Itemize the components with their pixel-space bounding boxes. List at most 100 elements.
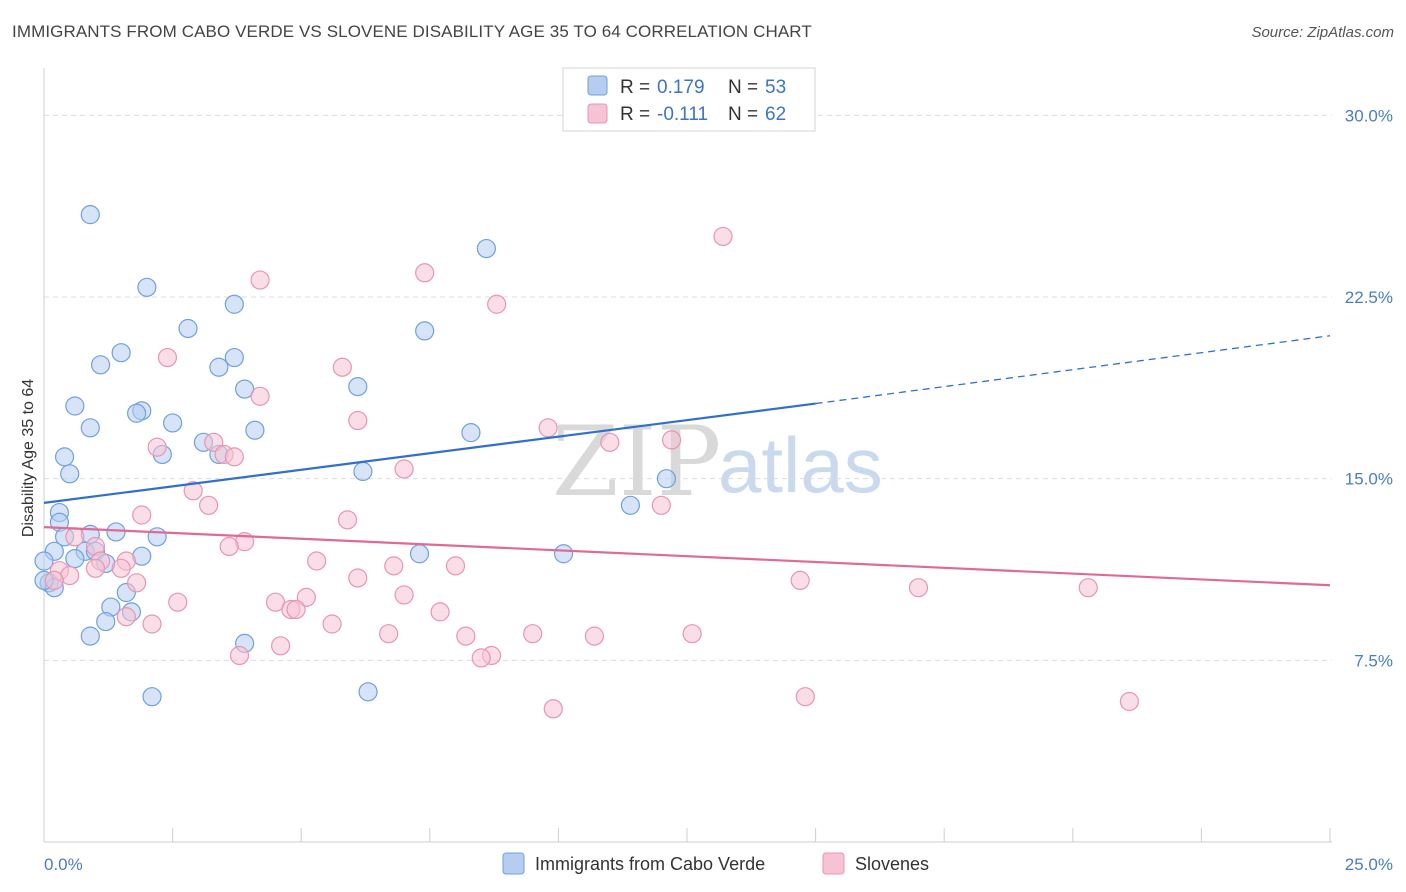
point-s1-55 bbox=[271, 636, 291, 656]
point-s0-5 bbox=[178, 318, 198, 339]
y-tick-label-0: 7.5% bbox=[1354, 651, 1393, 670]
point-s1-28 bbox=[384, 556, 404, 576]
point-s0-1 bbox=[137, 277, 157, 297]
point-s1-32 bbox=[111, 558, 131, 578]
y-tick-label-3: 30.0% bbox=[1345, 106, 1393, 125]
point-s0-14 bbox=[348, 377, 368, 397]
point-s0-36 bbox=[65, 548, 85, 569]
point-s1-1 bbox=[415, 263, 435, 283]
point-s0-29 bbox=[106, 522, 126, 542]
point-s0-38 bbox=[409, 544, 430, 564]
chart-source: Source: ZipAtlas.com bbox=[1251, 24, 1394, 41]
point-s0-51 bbox=[358, 682, 378, 702]
point-s0-17 bbox=[245, 420, 265, 440]
point-s0-26 bbox=[620, 495, 641, 515]
point-s1-60 bbox=[543, 699, 563, 719]
legend-n-label-1: N = bbox=[728, 104, 758, 125]
point-s1-39 bbox=[1078, 578, 1098, 598]
bottom-legend-swatch-slovenes bbox=[822, 852, 845, 875]
point-s1-31 bbox=[85, 558, 106, 578]
point-s0-50 bbox=[142, 687, 162, 707]
trend-line-slovenes bbox=[43, 526, 1331, 587]
axes bbox=[43, 68, 1332, 843]
point-s1-35 bbox=[126, 573, 147, 593]
legend-n-value-0: 53 bbox=[765, 77, 786, 98]
point-s0-8 bbox=[209, 357, 229, 377]
x-tick-label-0: 0.0% bbox=[44, 855, 83, 874]
point-s1-10 bbox=[661, 430, 682, 450]
chart-title: IMMIGRANTS FROM CABO VERDE VS SLOVENE DI… bbox=[12, 22, 812, 41]
point-s1-49 bbox=[322, 614, 342, 634]
bottom-legend-label-slovenes: Slovenes bbox=[855, 854, 929, 874]
point-s0-18 bbox=[461, 423, 481, 443]
point-s1-45 bbox=[286, 599, 306, 620]
point-s1-25 bbox=[307, 551, 327, 571]
point-s1-16 bbox=[183, 481, 203, 501]
point-s0-25 bbox=[656, 469, 677, 489]
point-s1-2 bbox=[250, 270, 270, 290]
point-s0-47 bbox=[96, 611, 116, 632]
point-s0-0 bbox=[80, 205, 100, 225]
point-s1-43 bbox=[168, 592, 188, 612]
point-s0-3 bbox=[476, 238, 496, 259]
point-s0-2 bbox=[224, 294, 244, 314]
point-s1-40 bbox=[394, 585, 414, 605]
point-s0-7 bbox=[90, 355, 111, 375]
point-s0-9 bbox=[224, 347, 244, 368]
point-s1-5 bbox=[332, 357, 352, 377]
watermark: ZIP atlas bbox=[552, 406, 883, 518]
legend-n-label-0: N = bbox=[728, 77, 758, 98]
x-tick-labels: 0.0% 25.0% bbox=[44, 855, 1393, 874]
legend-r-value-1: -0.111 bbox=[657, 104, 708, 125]
point-s0-48 bbox=[80, 626, 100, 646]
point-s0-23 bbox=[60, 464, 80, 484]
point-s1-36 bbox=[348, 568, 368, 588]
legend-n-value-1: 62 bbox=[765, 104, 786, 125]
point-s1-19 bbox=[132, 505, 152, 525]
point-s1-21 bbox=[65, 527, 85, 547]
point-s0-16 bbox=[80, 418, 100, 438]
legend-r-value-0: 0.179 bbox=[657, 77, 705, 98]
y-axis-label: Disability Age 35 to 64 bbox=[20, 379, 37, 537]
point-s1-58 bbox=[471, 648, 491, 668]
legend-swatch-slovenes bbox=[587, 103, 608, 124]
legend-swatch-cabo-verde bbox=[587, 75, 608, 96]
point-s1-7 bbox=[348, 410, 368, 431]
series-slovenes-points bbox=[44, 226, 1139, 719]
point-s1-3 bbox=[487, 294, 507, 314]
point-s1-18 bbox=[199, 495, 219, 515]
point-s1-6 bbox=[250, 386, 270, 406]
point-s1-34 bbox=[44, 570, 64, 591]
point-s0-13 bbox=[235, 379, 255, 399]
trend-line-cabo-verde-extension bbox=[815, 335, 1331, 405]
y-tick-label-1: 15.0% bbox=[1345, 470, 1393, 489]
point-s1-51 bbox=[523, 624, 543, 644]
point-s1-53 bbox=[456, 626, 476, 646]
point-s1-20 bbox=[337, 510, 358, 530]
watermark-atlas: atlas bbox=[718, 421, 883, 509]
trend-lines bbox=[43, 335, 1331, 587]
legend-r-label-0: R = bbox=[620, 77, 650, 98]
point-s0-4 bbox=[415, 321, 435, 341]
y-tick-labels: 7.5% 15.0% 22.5% 30.0% bbox=[1345, 106, 1393, 670]
point-s1-54 bbox=[682, 624, 702, 644]
point-s1-11 bbox=[147, 437, 167, 457]
point-s1-46 bbox=[430, 602, 450, 622]
bottom-legend-label-cabo-verde: Immigrants from Cabo Verde bbox=[535, 854, 765, 874]
y-tick-label-2: 22.5% bbox=[1345, 288, 1393, 307]
point-s1-24 bbox=[219, 536, 239, 557]
bottom-legend-swatch-cabo-verde bbox=[502, 852, 525, 875]
legend-r-label-1: R = bbox=[620, 104, 650, 125]
point-s1-15 bbox=[394, 459, 414, 479]
x-tick-label-1: 25.0% bbox=[1345, 855, 1393, 874]
point-s1-61 bbox=[1119, 691, 1139, 712]
point-s0-15 bbox=[163, 413, 183, 433]
point-s0-30 bbox=[147, 527, 167, 547]
point-s1-42 bbox=[265, 592, 286, 612]
point-s1-9 bbox=[600, 432, 620, 452]
legend-top: R = 0.179 N = 53 R = -0.111 N = 62 bbox=[562, 67, 816, 132]
point-s0-40 bbox=[34, 551, 54, 571]
point-s1-48 bbox=[142, 614, 162, 634]
point-s1-50 bbox=[379, 624, 399, 644]
